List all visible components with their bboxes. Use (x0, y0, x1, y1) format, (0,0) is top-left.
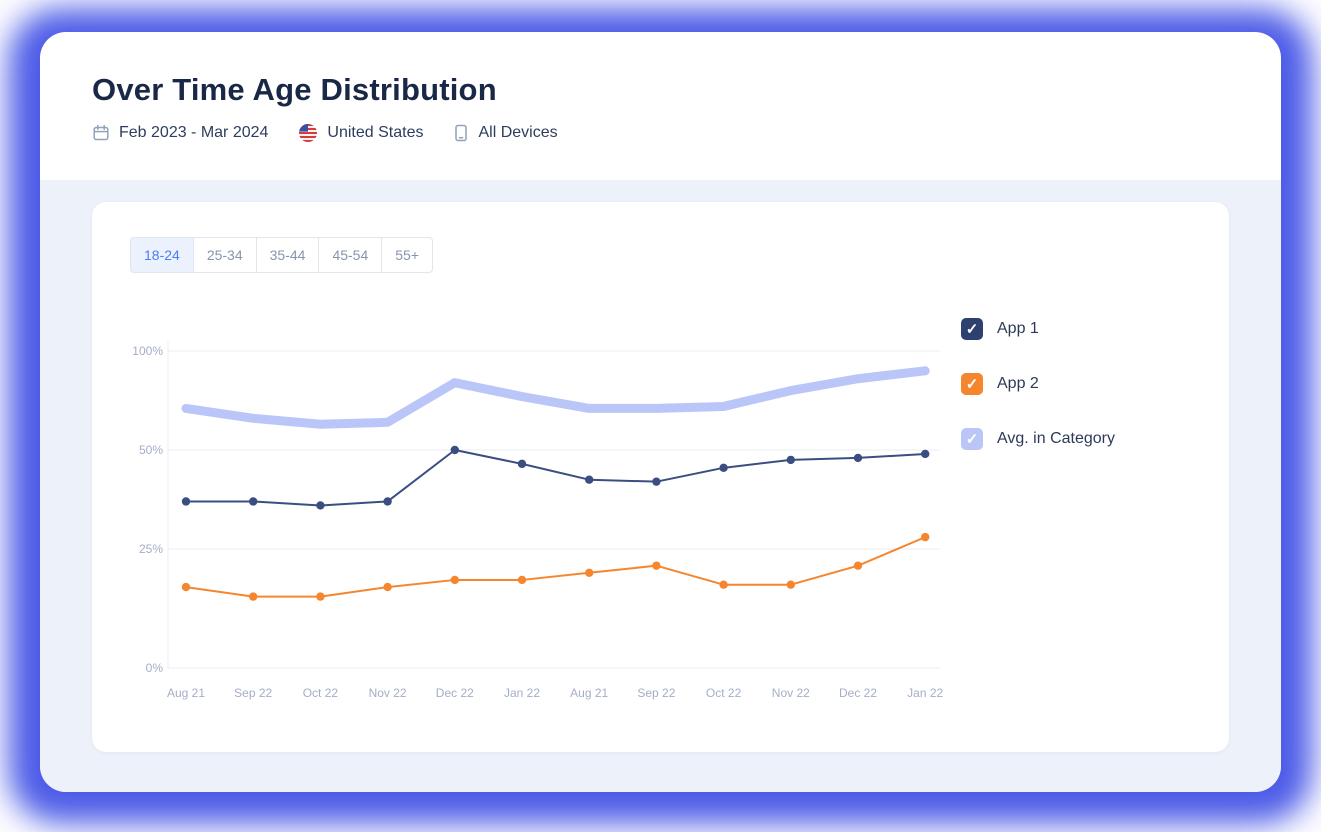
age-group-tabs: 18-24 25-34 35-44 45-54 55+ (130, 237, 433, 273)
card-header: Over Time Age Distribution Feb 2023 - Ma… (40, 32, 1281, 143)
legend-label: Avg. in Category (997, 430, 1115, 447)
svg-text:Jan 22: Jan 22 (907, 686, 943, 700)
chart-legend: ✓ App 1 ✓ App 2 ✓ Avg. in Category (961, 318, 1115, 450)
svg-text:Dec 22: Dec 22 (839, 686, 877, 700)
svg-text:Sep 22: Sep 22 (637, 686, 675, 700)
calendar-icon (92, 124, 110, 142)
svg-text:Dec 22: Dec 22 (436, 686, 474, 700)
svg-text:Oct 22: Oct 22 (706, 686, 742, 700)
app-1-checkbox[interactable]: ✓ (961, 318, 983, 340)
tab-55-plus[interactable]: 55+ (381, 237, 433, 273)
svg-text:0%: 0% (146, 661, 164, 675)
svg-text:50%: 50% (139, 443, 163, 457)
legend-label: App 2 (997, 375, 1039, 392)
devices-label: All Devices (478, 124, 558, 141)
app-2-checkbox[interactable]: ✓ (961, 373, 983, 395)
tab-25-34[interactable]: 25-34 (192, 237, 257, 273)
country-filter[interactable]: United States (298, 123, 423, 143)
svg-text:Oct 22: Oct 22 (303, 686, 339, 700)
legend-label: App 1 (997, 320, 1039, 337)
main-card: Over Time Age Distribution Feb 2023 - Ma… (40, 32, 1281, 792)
svg-text:Jan 22: Jan 22 (504, 686, 540, 700)
date-range-label: Feb 2023 - Mar 2024 (119, 124, 269, 141)
svg-text:Aug 21: Aug 21 (167, 686, 205, 700)
age-distribution-chart[interactable]: 0% 25% 50% 100% Aug 21 Sep 22 Oct 22 Nov 22 Dec … (132, 297, 962, 722)
chart-panel: 18-24 25-34 35-44 45-54 55+ 0% 25% 50% 100%… (92, 202, 1229, 752)
country-label: United States (327, 124, 424, 141)
devices-filter[interactable]: All Devices (453, 124, 558, 142)
us-flag-icon (298, 123, 318, 143)
svg-text:Nov 22: Nov 22 (369, 686, 407, 700)
svg-text:Nov 22: Nov 22 (772, 686, 810, 700)
avg-in-category-checkbox[interactable]: ✓ (961, 428, 983, 450)
svg-text:Aug 21: Aug 21 (570, 686, 608, 700)
svg-text:100%: 100% (132, 344, 163, 358)
svg-text:Sep 22: Sep 22 (234, 686, 272, 700)
date-range-filter[interactable]: Feb 2023 - Mar 2024 (92, 124, 268, 142)
meta-row: Feb 2023 - Mar 2024 (92, 123, 1229, 143)
tab-35-44[interactable]: 35-44 (255, 237, 320, 273)
legend-item-avg-in-category[interactable]: ✓ Avg. in Category (961, 428, 1115, 450)
svg-text:25%: 25% (139, 542, 163, 556)
tab-18-24[interactable]: 18-24 (130, 237, 194, 273)
page-title: Over Time Age Distribution (92, 72, 497, 107)
legend-item-app-2[interactable]: ✓ App 2 (961, 373, 1115, 395)
tab-45-54[interactable]: 45-54 (318, 237, 383, 273)
chart-section: 18-24 25-34 35-44 45-54 55+ 0% 25% 50% 100%… (40, 180, 1281, 792)
legend-item-app-1[interactable]: ✓ App 1 (961, 318, 1115, 340)
device-icon (453, 124, 469, 142)
